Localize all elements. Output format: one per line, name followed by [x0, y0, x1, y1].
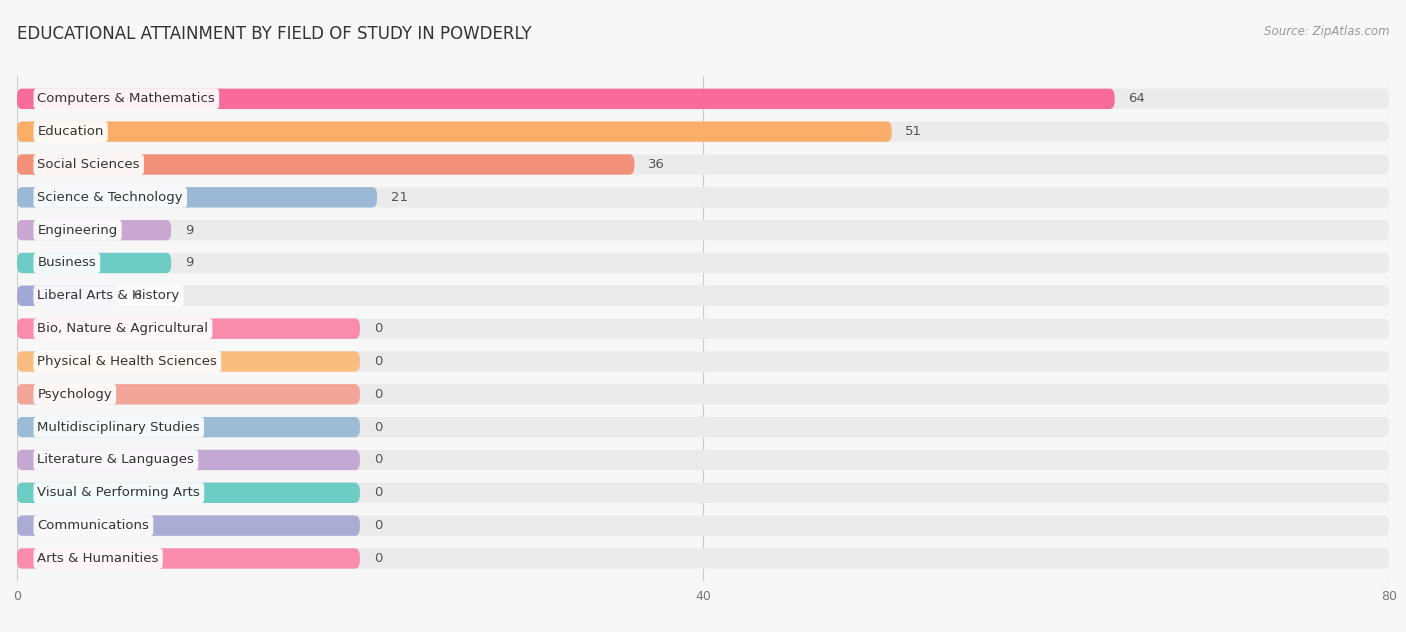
Text: 0: 0	[374, 421, 382, 434]
Text: 51: 51	[905, 125, 922, 138]
Text: EDUCATIONAL ATTAINMENT BY FIELD OF STUDY IN POWDERLY: EDUCATIONAL ATTAINMENT BY FIELD OF STUDY…	[17, 25, 531, 43]
Text: 6: 6	[134, 289, 142, 302]
Text: 0: 0	[374, 388, 382, 401]
FancyBboxPatch shape	[17, 88, 1389, 109]
Text: 9: 9	[186, 224, 194, 236]
FancyBboxPatch shape	[17, 253, 172, 273]
Text: Bio, Nature & Agricultural: Bio, Nature & Agricultural	[38, 322, 208, 335]
Text: Visual & Performing Arts: Visual & Performing Arts	[38, 486, 200, 499]
Text: 0: 0	[374, 355, 382, 368]
Text: Computers & Mathematics: Computers & Mathematics	[38, 92, 215, 106]
FancyBboxPatch shape	[17, 417, 1389, 437]
Text: Source: ZipAtlas.com: Source: ZipAtlas.com	[1264, 25, 1389, 39]
Text: Psychology: Psychology	[38, 388, 112, 401]
Text: 9: 9	[186, 257, 194, 269]
FancyBboxPatch shape	[17, 286, 120, 306]
FancyBboxPatch shape	[17, 450, 360, 470]
Text: 64: 64	[1129, 92, 1144, 106]
Text: 36: 36	[648, 158, 665, 171]
FancyBboxPatch shape	[17, 220, 172, 240]
Text: Physical & Health Sciences: Physical & Health Sciences	[38, 355, 218, 368]
FancyBboxPatch shape	[17, 516, 360, 536]
FancyBboxPatch shape	[17, 417, 360, 437]
Text: Engineering: Engineering	[38, 224, 118, 236]
FancyBboxPatch shape	[17, 549, 1389, 569]
FancyBboxPatch shape	[17, 483, 1389, 503]
FancyBboxPatch shape	[17, 450, 1389, 470]
Text: Liberal Arts & History: Liberal Arts & History	[38, 289, 180, 302]
FancyBboxPatch shape	[17, 319, 360, 339]
Text: Science & Technology: Science & Technology	[38, 191, 183, 204]
Text: Arts & Humanities: Arts & Humanities	[38, 552, 159, 565]
FancyBboxPatch shape	[17, 88, 1115, 109]
Text: Social Sciences: Social Sciences	[38, 158, 141, 171]
FancyBboxPatch shape	[17, 187, 1389, 207]
Text: 0: 0	[374, 454, 382, 466]
Text: Business: Business	[38, 257, 96, 269]
FancyBboxPatch shape	[17, 220, 1389, 240]
FancyBboxPatch shape	[17, 351, 360, 372]
Text: Multidisciplinary Studies: Multidisciplinary Studies	[38, 421, 200, 434]
FancyBboxPatch shape	[17, 384, 1389, 404]
FancyBboxPatch shape	[17, 384, 360, 404]
Text: Communications: Communications	[38, 519, 149, 532]
Text: Literature & Languages: Literature & Languages	[38, 454, 194, 466]
FancyBboxPatch shape	[17, 516, 1389, 536]
FancyBboxPatch shape	[17, 154, 634, 174]
FancyBboxPatch shape	[17, 549, 360, 569]
Text: 0: 0	[374, 486, 382, 499]
FancyBboxPatch shape	[17, 286, 1389, 306]
Text: 0: 0	[374, 552, 382, 565]
FancyBboxPatch shape	[17, 154, 1389, 174]
Text: 0: 0	[374, 322, 382, 335]
FancyBboxPatch shape	[17, 253, 1389, 273]
FancyBboxPatch shape	[17, 121, 891, 142]
Text: 0: 0	[374, 519, 382, 532]
FancyBboxPatch shape	[17, 351, 1389, 372]
Text: 21: 21	[391, 191, 408, 204]
FancyBboxPatch shape	[17, 121, 1389, 142]
FancyBboxPatch shape	[17, 319, 1389, 339]
FancyBboxPatch shape	[17, 483, 360, 503]
FancyBboxPatch shape	[17, 187, 377, 207]
Text: Education: Education	[38, 125, 104, 138]
